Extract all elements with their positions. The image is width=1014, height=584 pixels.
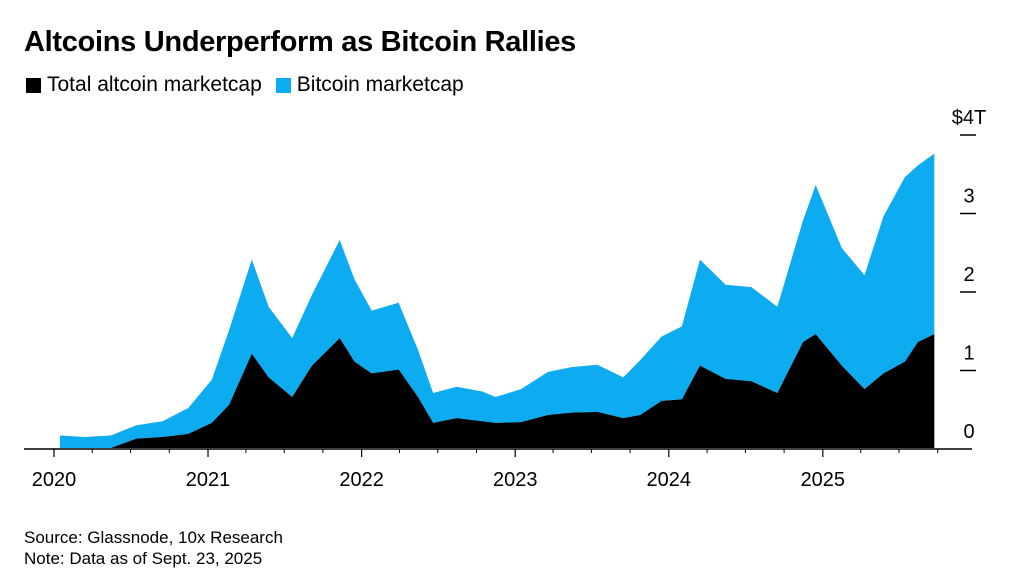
x-tick-label-2024: 2024 [647,469,692,491]
series-area-altcoin [59,334,935,448]
y-tick-label-0: 0 [963,421,974,443]
legend-swatch-altcoin [26,77,41,93]
chart-title: Altcoins Underperform as Bitcoin Rallies [24,26,577,58]
legend-label-bitcoin: Bitcoin marketcap [296,73,464,96]
y-tick-label-3: 3 [963,186,974,208]
y-tick-label-4: $4T [952,107,986,129]
legend-label-altcoin: Total altcoin marketcap [47,73,262,96]
source-note: Source: Glassnode, 10x Research [24,528,283,547]
legend-item-altcoin: Total altcoin marketcap [26,73,262,97]
x-tick-label-2021: 2021 [186,469,231,491]
data-note: Note: Data as of Sept. 23, 2025 [24,549,263,568]
series-area-bitcoin [59,153,935,448]
legend-swatch-bitcoin [275,77,291,93]
chart-footer: Source: Glassnode, 10x Research Note: Da… [24,527,283,569]
x-tick-label-2020: 2020 [32,469,77,491]
x-tick-label-2023: 2023 [493,469,538,491]
legend: Total altcoin marketcap Bitcoin marketca… [26,73,478,97]
y-tick-label-1: 1 [963,343,974,365]
y-tick-label-2: 2 [963,264,974,286]
x-tick-label-2025: 2025 [801,469,846,491]
legend-item-bitcoin: Bitcoin marketcap [275,73,464,97]
x-tick-label-2022: 2022 [339,469,384,491]
